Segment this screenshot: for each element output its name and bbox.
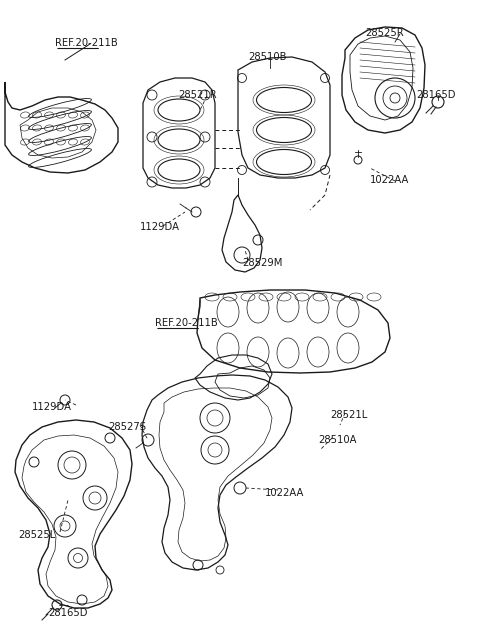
Text: 28510B: 28510B: [248, 52, 287, 62]
Text: 1129DA: 1129DA: [140, 222, 180, 232]
Text: 28521R: 28521R: [178, 90, 216, 100]
Text: 28527S: 28527S: [108, 422, 146, 432]
Text: 1022AA: 1022AA: [370, 175, 409, 185]
Text: 28165D: 28165D: [48, 608, 87, 618]
Text: 28525L: 28525L: [18, 530, 55, 540]
Text: 1022AA: 1022AA: [265, 488, 304, 498]
Text: 28165D: 28165D: [416, 90, 456, 100]
Text: 28529M: 28529M: [242, 258, 282, 268]
Text: 1129DA: 1129DA: [32, 402, 72, 412]
Text: 28521L: 28521L: [330, 410, 367, 420]
Text: 28525R: 28525R: [365, 28, 404, 38]
Text: 28510A: 28510A: [318, 435, 357, 445]
Text: REF.20-211B: REF.20-211B: [155, 318, 218, 328]
Text: REF.20-211B: REF.20-211B: [55, 38, 118, 48]
